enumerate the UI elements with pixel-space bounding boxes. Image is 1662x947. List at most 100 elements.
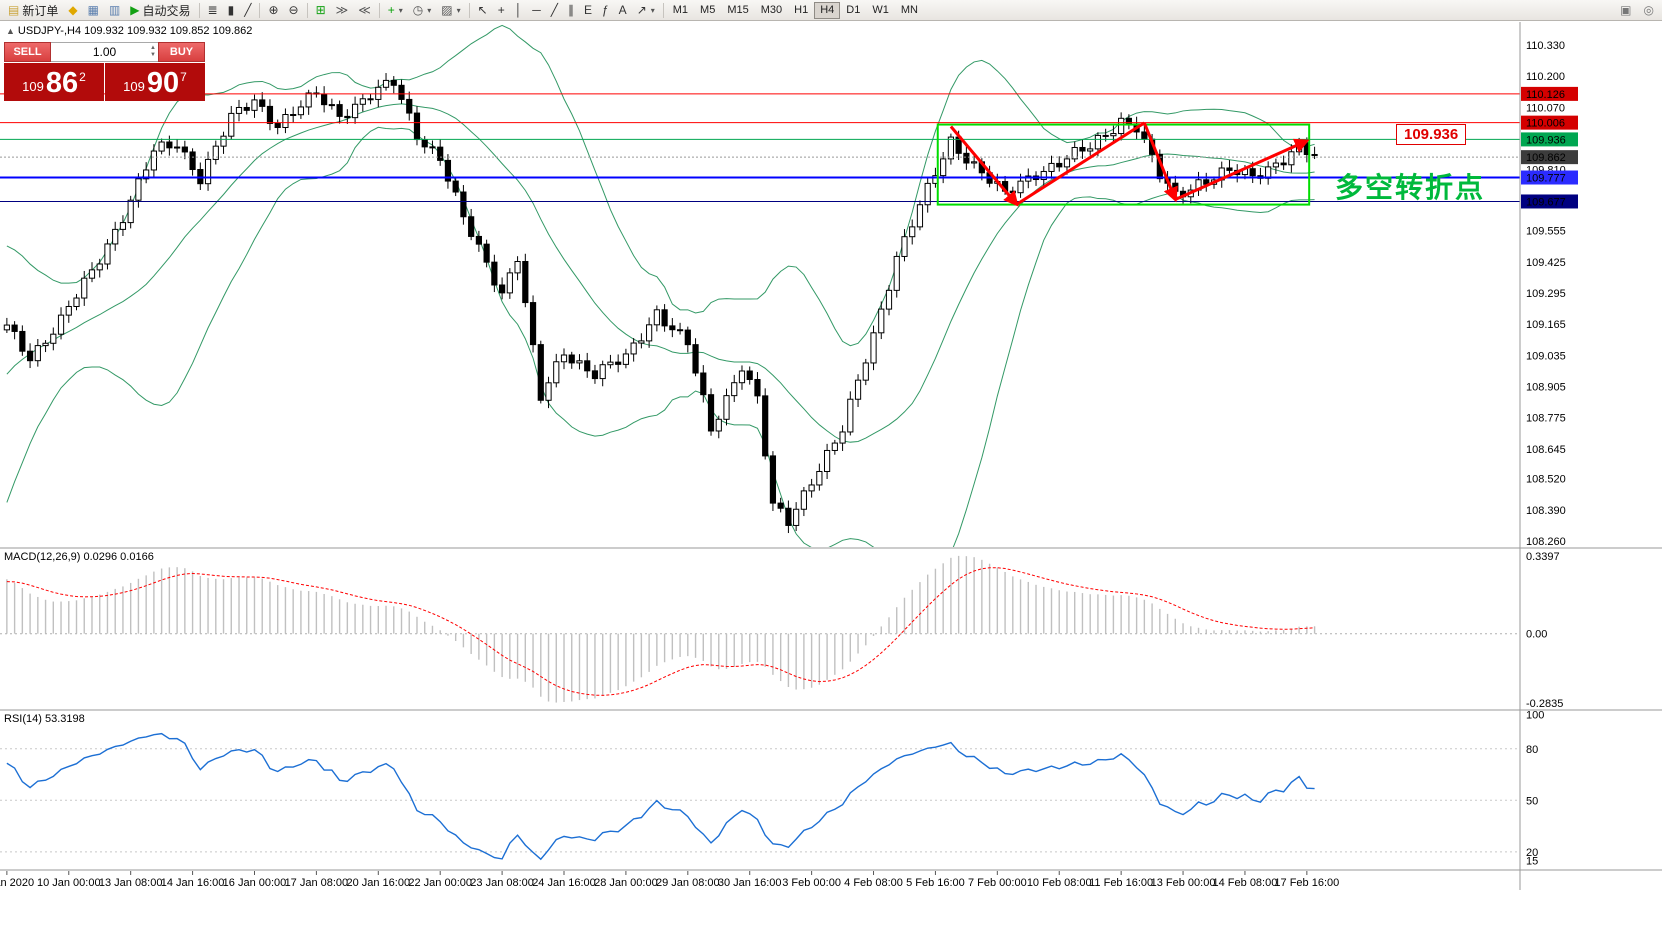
templates-button[interactable]: ▨ ▾ bbox=[436, 1, 465, 19]
timeframe-W1[interactable]: W1 bbox=[872, 4, 889, 16]
arrow-icon: ↗ bbox=[636, 3, 647, 17]
auto-trading-button[interactable]: ▶ 自动交易 bbox=[125, 1, 195, 19]
trend-arrow-object[interactable] bbox=[949, 125, 1019, 207]
trend-arrow-object[interactable] bbox=[1174, 138, 1310, 201]
horizontal-line-button[interactable]: ─ bbox=[527, 1, 546, 19]
time-tick: 10 Jan 00:00 bbox=[37, 877, 101, 889]
macd-scale-top: 0.3397 bbox=[1526, 551, 1560, 563]
timeframe-MN[interactable]: MN bbox=[900, 4, 918, 16]
auto-scroll-icon: ≫ bbox=[335, 3, 349, 17]
toolbar-separator bbox=[378, 2, 380, 18]
equidistant-channel-icon: E bbox=[583, 3, 592, 17]
chevron-down-icon[interactable]: ▾ bbox=[427, 5, 432, 15]
rectangle-object[interactable] bbox=[936, 123, 1311, 206]
candlestick-series bbox=[3, 73, 1318, 534]
market-watch-button[interactable]: ▦ bbox=[83, 1, 104, 19]
chart-shift-button[interactable]: ≪ bbox=[353, 1, 376, 19]
chart-candles-button[interactable]: ▮ bbox=[223, 1, 240, 19]
new-order-button[interactable]: ▤ 新订单 bbox=[3, 1, 63, 19]
price-badge bbox=[1521, 150, 1578, 165]
trend-arrow-object[interactable] bbox=[1015, 121, 1146, 206]
price-badge-value: 110.126 bbox=[1526, 89, 1565, 101]
price-badge bbox=[1521, 132, 1578, 147]
rsi-label: RSI(14) 53.3198 bbox=[4, 713, 85, 725]
chevron-down-icon[interactable]: ▾ bbox=[650, 5, 655, 15]
sell-price-sup: 2 bbox=[79, 70, 86, 84]
arrows-button[interactable]: ↗ ▾ bbox=[632, 1, 660, 19]
fibonacci-button[interactable]: ƒ bbox=[597, 1, 614, 19]
template-icon: ▨ bbox=[441, 3, 453, 17]
price-tick: 108.390 bbox=[1526, 505, 1566, 517]
trend-arrow-object[interactable] bbox=[1142, 122, 1178, 203]
trendline-button[interactable]: ╱ bbox=[546, 1, 563, 19]
symbol-ohlc-text: USDJPY-,H4 109.932 109.932 109.852 109.8… bbox=[17, 25, 253, 37]
spin-down-icon[interactable]: ▼ bbox=[150, 51, 156, 58]
macd-label: MACD(12,26,9) 0.0296 0.0166 bbox=[4, 551, 154, 563]
timeframe-M5[interactable]: M5 bbox=[700, 4, 716, 16]
timeframe-M1[interactable]: M1 bbox=[672, 4, 689, 16]
community-button[interactable]: ▣ bbox=[1615, 1, 1636, 19]
auto-scroll-button[interactable]: ≫ bbox=[331, 1, 354, 19]
sell-price-main: 86 bbox=[45, 67, 79, 100]
channel-icon: ∥ bbox=[567, 3, 574, 17]
price-scale[interactable]: 110.330110.200110.070109.940109.810109.6… bbox=[1521, 40, 1578, 548]
tile-windows-button[interactable]: ⊞ bbox=[311, 1, 331, 19]
sound-button[interactable]: ◆ bbox=[63, 1, 82, 19]
zoom-in-icon: ⊕ bbox=[268, 3, 279, 17]
timeframe-M30[interactable]: M30 bbox=[760, 4, 783, 16]
buy-button[interactable]: BUY bbox=[158, 42, 205, 62]
timeframe-D1[interactable]: D1 bbox=[846, 4, 861, 16]
price-tick: 110.070 bbox=[1526, 102, 1565, 114]
volume-input[interactable]: 1.00 ▲ ▼ bbox=[51, 42, 158, 62]
cursor-button[interactable]: ↖ bbox=[473, 1, 493, 19]
price-tick: 109.555 bbox=[1526, 226, 1566, 238]
price-tick: 110.200 bbox=[1526, 71, 1565, 83]
data-window-button[interactable]: ▥ bbox=[104, 1, 125, 19]
toolbar-separator bbox=[306, 2, 308, 18]
crosshair-button[interactable]: + bbox=[493, 1, 510, 19]
price-panel[interactable] bbox=[0, 24, 1520, 598]
buy-price-main: 90 bbox=[146, 67, 180, 100]
time-tick: 7 Feb 00:00 bbox=[968, 877, 1027, 889]
chart-line-button[interactable]: ╱ bbox=[239, 1, 256, 19]
search-button[interactable]: ◎ bbox=[1639, 1, 1659, 19]
spin-up-icon[interactable]: ▲ bbox=[150, 45, 156, 51]
buy-price-box[interactable]: 109 90 7 bbox=[105, 63, 205, 101]
annotation-text: 多空转折点 bbox=[1335, 172, 1486, 203]
sound-icon: ◆ bbox=[68, 3, 78, 17]
equidistant-channel-button[interactable]: E bbox=[579, 1, 597, 19]
zoom-out-button[interactable]: ⊖ bbox=[284, 1, 304, 19]
indicators-button[interactable]: + ▾ bbox=[383, 1, 408, 19]
search-icon: ◎ bbox=[1643, 3, 1654, 17]
timeframe-M15[interactable]: M15 bbox=[727, 4, 749, 16]
channel-button[interactable]: ∥ bbox=[563, 1, 579, 19]
price-callout[interactable]: 109.936 bbox=[1396, 124, 1467, 145]
rsi-panel bbox=[0, 732, 1520, 861]
chevron-down-icon[interactable]: ▾ bbox=[456, 5, 461, 15]
price-tick: 108.260 bbox=[1526, 536, 1566, 548]
data-window-icon: ▥ bbox=[108, 3, 121, 17]
time-tick: 14 Feb 08:00 bbox=[1213, 877, 1278, 889]
time-tick: 8 Jan 2020 bbox=[0, 877, 34, 889]
vertical-line-button[interactable]: │ bbox=[510, 1, 528, 19]
price-badge-value: 110.006 bbox=[1526, 118, 1565, 130]
chevron-down-icon[interactable]: ▾ bbox=[398, 5, 403, 15]
text-button[interactable]: A bbox=[614, 1, 632, 19]
play-icon: ▶ bbox=[130, 3, 140, 17]
chart-bars-button[interactable]: ≣ bbox=[203, 1, 223, 19]
timeframe-H4[interactable]: H4 bbox=[814, 1, 841, 19]
zoom-in-button[interactable]: ⊕ bbox=[263, 1, 283, 19]
time-tick: 10 Feb 08:00 bbox=[1027, 877, 1092, 889]
volume-spinner[interactable]: ▲ ▼ bbox=[150, 45, 156, 58]
horizontal-line-icon: ─ bbox=[532, 3, 541, 17]
price-tick: 109.295 bbox=[1526, 288, 1566, 300]
trendline-icon: ╱ bbox=[550, 3, 558, 17]
sell-price-box[interactable]: 109 86 2 bbox=[4, 63, 104, 101]
bollinger-middle-band bbox=[6, 103, 1315, 443]
timeframe-H1[interactable]: H1 bbox=[794, 4, 809, 16]
periods-button[interactable]: ◷ ▾ bbox=[408, 1, 437, 19]
sell-button[interactable]: SELL bbox=[4, 42, 51, 62]
